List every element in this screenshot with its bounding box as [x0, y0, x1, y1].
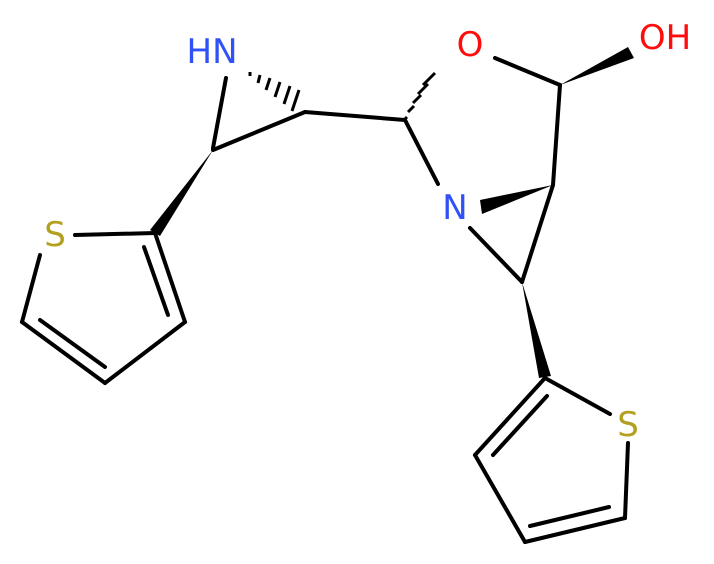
bond — [520, 183, 555, 284]
wedge-bond — [560, 47, 634, 85]
bond — [528, 505, 611, 528]
bond — [73, 231, 157, 237]
bond — [493, 56, 562, 87]
bond — [153, 231, 187, 324]
bond — [142, 245, 170, 317]
atom-label: O — [457, 25, 484, 65]
bond — [211, 76, 228, 150]
atom-label: HN — [187, 32, 238, 72]
bond — [491, 394, 549, 457]
bond — [523, 516, 627, 544]
bond — [38, 318, 107, 369]
hashed-bond — [248, 72, 301, 112]
wedge-bond — [480, 185, 553, 214]
bonds — [20, 47, 634, 544]
wedge-bond — [150, 150, 213, 236]
bond — [623, 441, 630, 520]
atom-label: N — [442, 188, 467, 228]
wedge-bond — [522, 282, 551, 378]
atom-label: S — [617, 405, 639, 445]
bond — [473, 376, 547, 457]
bond — [20, 253, 42, 324]
bond — [473, 453, 527, 544]
bond — [303, 110, 407, 122]
bond — [403, 118, 440, 186]
bond — [20, 320, 107, 385]
bond — [468, 226, 524, 284]
bond — [103, 320, 187, 385]
atom-label: S — [44, 215, 66, 255]
bond — [211, 110, 307, 152]
atom-label: OH — [639, 18, 691, 58]
hashed-bond — [401, 71, 437, 123]
bond — [551, 83, 562, 187]
bond — [543, 376, 612, 416]
atom-labels: HN O OH N S S — [44, 18, 691, 445]
